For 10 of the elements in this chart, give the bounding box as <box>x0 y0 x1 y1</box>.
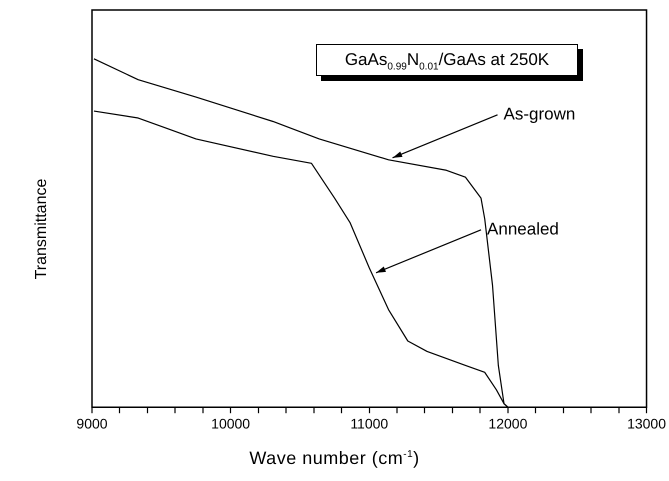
x-tick-label: 10000 <box>211 415 250 432</box>
annotation: As-grown <box>504 104 576 124</box>
chart-title: GaAs$_{0.99}$N$_{0.01}$/GaAs at 250K <box>316 44 578 76</box>
x-tick-label: 12000 <box>488 415 528 432</box>
x-axis-title: Wave number (cm$^{-1}$) <box>248 448 421 469</box>
annotation: Annealed <box>487 219 559 238</box>
x-tick-label: 11000 <box>350 415 388 432</box>
y-axis-title: Transmittance <box>33 178 51 282</box>
x-tick-label: 9000 <box>76 415 108 432</box>
x-tick-label: 13000 <box>627 415 666 432</box>
